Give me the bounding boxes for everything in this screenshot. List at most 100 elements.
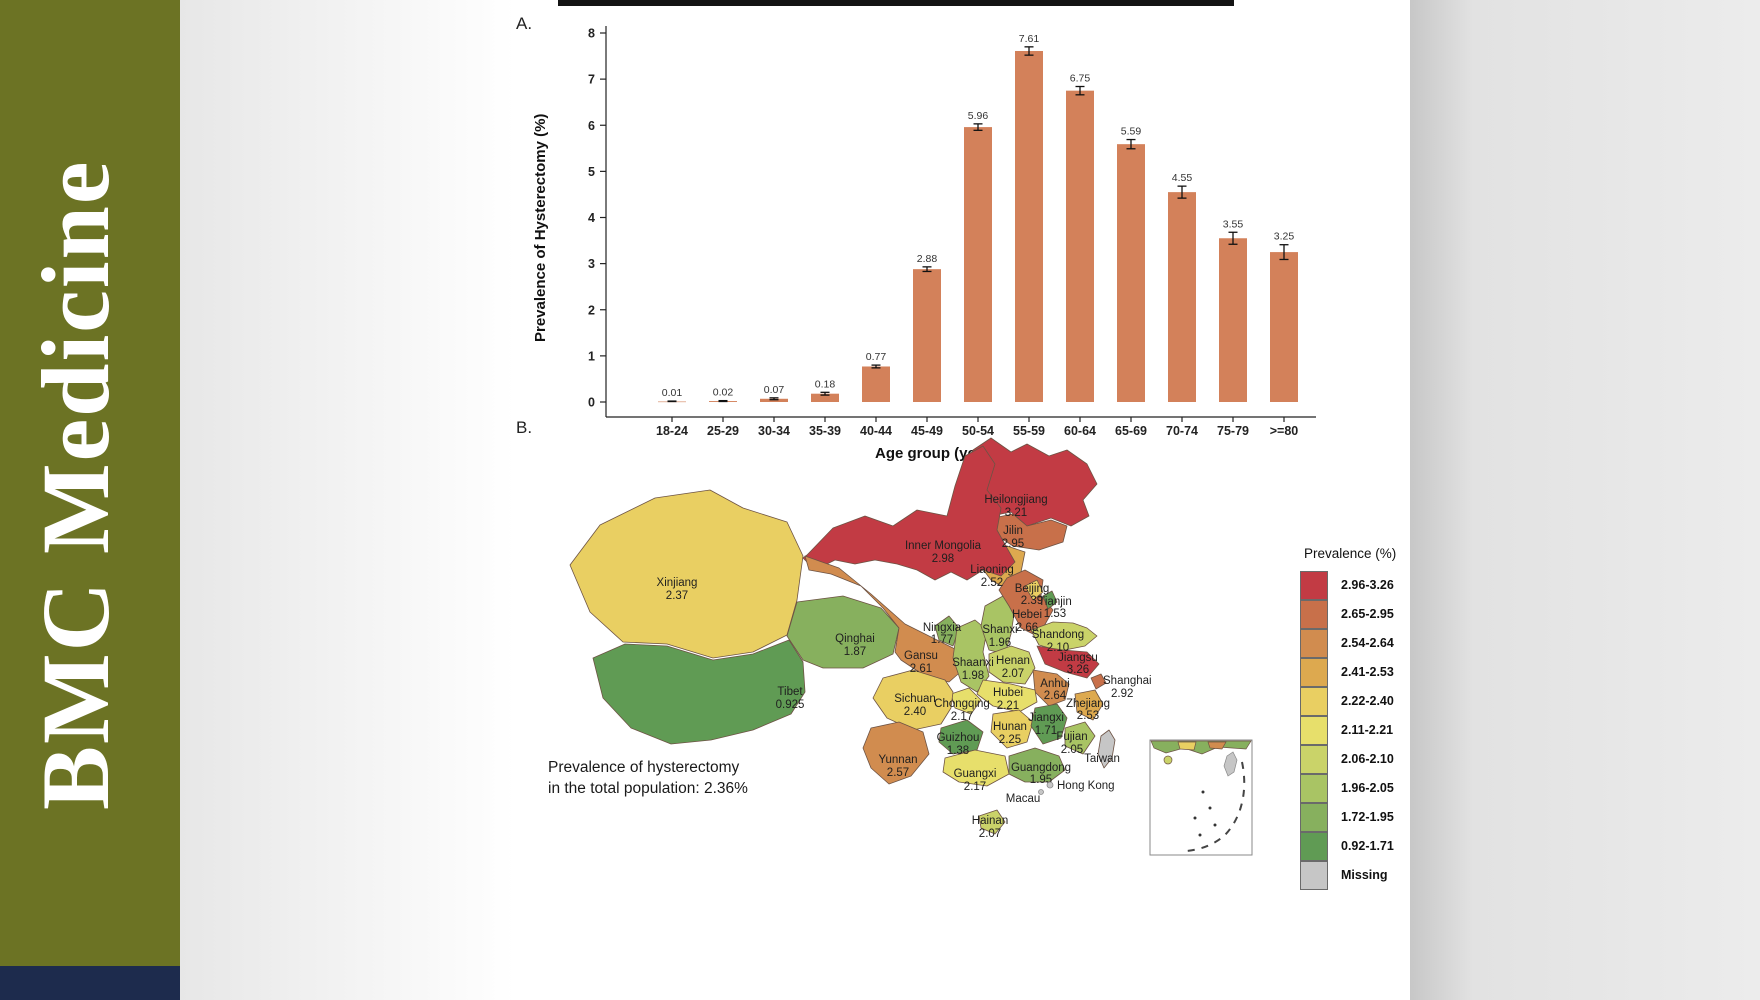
province-label-henan: Henan [996,655,1030,667]
city-dot-hong-kong [1046,781,1054,789]
bar-value-label: 0.07 [764,384,785,396]
y-tick-label: 7 [588,73,595,87]
city-label-hong-kong: Hong Kong [1057,780,1115,792]
province-value-hunan: 2.25 [999,734,1021,746]
province-value-shanghai: 2.92 [1111,688,1133,700]
legend-label: 1.72-1.95 [1341,809,1394,824]
bar-value-label: 0.77 [866,351,887,363]
bar-50-54 [964,127,992,402]
inset-island-dot [1213,823,1217,827]
province-tianjin [1042,590,1058,610]
province-value-jiangxi: 1.71 [1035,725,1057,737]
bar-75-79 [1219,238,1247,402]
province-value-jiangsu: 3.26 [1067,664,1089,676]
province-beijing [1024,579,1044,601]
bar-value-label: 3.55 [1223,218,1244,230]
legend-label: 2.41-2.53 [1341,664,1394,679]
x-tick-label: 40-44 [860,424,892,438]
sidebar-footer-band [0,966,180,1000]
legend-swatch-2-41-2-53 [1300,657,1328,687]
province-zhejiang [1074,689,1104,721]
x-tick-label: 55-59 [1013,424,1045,438]
bar-value-label: 0.01 [662,387,683,399]
bar-value-label: 3.25 [1274,231,1295,243]
figure-top-crop-bar [558,0,1234,6]
province-xinjiang [569,489,804,659]
province-value-tibet: 0.925 [776,699,805,711]
province-label-shanxi: Shanxi [982,624,1017,636]
bar-45-49 [913,269,941,402]
y-tick-label: 2 [588,303,595,317]
y-tick-label: 1 [588,349,595,363]
province-value-hainan: 2.07 [979,828,1001,840]
bar-60-64 [1066,90,1094,402]
province-value-beijing: 2.39 [1021,595,1043,607]
y-tick-label: 5 [588,165,595,179]
province-label-heilongjiang: Heilongjiang [984,494,1047,506]
province-hubei [976,679,1038,713]
bar-30-34 [760,398,788,402]
province-label-anhui: Anhui [1040,678,1069,690]
bar-55-59 [1015,50,1043,403]
legend-swatch-2-06-2-10 [1300,744,1328,774]
province-label-hunan: Hunan [993,721,1027,733]
province-label-guangxi: Guangxi [954,768,997,780]
legend-rows: 2.96-3.26 2.65-2.95 2.54-2.64 2.41-2.53 2.22… [1300,570,1396,890]
map-legend: Prevalence (%) 2.96-3.26 2.65-2.95 2.54-2.… [1300,546,1397,890]
province-shanghai [1090,673,1107,690]
x-tick-label: 75-79 [1217,424,1249,438]
x-tick-label: 70-74 [1166,424,1198,438]
province-value-heilongjiang: 3.21 [1005,507,1027,519]
legend-row-2-41-2-53: 2.41-2.53 [1300,657,1396,687]
panel-a-label: A. [516,14,533,33]
province-jilin [992,513,1068,551]
province-label-jiangsu: Jiangsu [1058,652,1098,664]
inset-island-dot [1208,806,1212,810]
province-qinghai [786,595,900,669]
legend-row-0-92-1-71: 0.92-1.71 [1300,831,1396,861]
province-label-chongqing: Chongqing [934,698,990,710]
province-hunan [990,709,1034,749]
x-tick-label: 25-29 [707,424,739,438]
province-value-shaanxi: 1.98 [962,670,984,682]
legend-row-2-06-2-10: 2.06-2.10 [1300,744,1396,774]
province-guangdong [1008,747,1066,783]
province-label-sichuan: Sichuan [894,693,936,705]
legend-title: Prevalence (%) [1304,546,1397,561]
legend-swatch-0-92-1-71 [1300,831,1328,861]
legend-row-1-72-1-95: 1.72-1.95 [1300,802,1396,832]
inset-coast-patch [1177,741,1197,751]
province-label-jilin: Jilin [1003,525,1023,537]
inset-island-dot [1201,790,1205,794]
map-caption: Prevalence of hysterectomy in the total … [548,757,748,799]
province-label-liaoning: Liaoning [970,564,1013,576]
province-jiangxi [1030,703,1068,745]
legend-label: 2.96-3.26 [1341,577,1394,592]
province-value-ningxia: 1.77 [931,634,953,646]
province-label-hebei: Hebei [1012,609,1042,621]
province-value-gansu: 2.61 [910,663,932,675]
legend-swatch-2-22-2-40 [1300,686,1328,716]
province-label-qinghai: Qinghai [835,633,875,645]
province-value-guangxi: 2.17 [964,781,986,793]
province-value-guangdong: 1.95 [1030,774,1052,786]
x-tick-label: 50-54 [962,424,994,438]
legend-swatch-1-96-2-05 [1300,773,1328,803]
legend-row-2-96-3-26: 2.96-3.26 [1300,570,1396,600]
province-label-ningxia: Ningxia [923,622,962,634]
legend-row-2-54-2-64: 2.54-2.64 [1300,628,1396,658]
bar-value-label: 0.02 [713,387,734,399]
legend-row-2-65-2-95: 2.65-2.95 [1300,599,1396,629]
province-hainan [978,809,1006,835]
map-caption-line1: Prevalence of hysterectomy [548,759,740,776]
legend-label: 2.11-2.21 [1341,722,1394,737]
legend-label: 0.92-1.71 [1341,838,1394,853]
province-inner-mongolia [802,445,1016,581]
bar-value-label: 4.55 [1172,172,1193,184]
province-value-sichuan: 2.40 [904,706,926,718]
province-value-jilin: 2.95 [1002,538,1024,550]
province-label-tibet: Tibet [777,686,803,698]
province-value-hubei: 2.21 [997,700,1019,712]
